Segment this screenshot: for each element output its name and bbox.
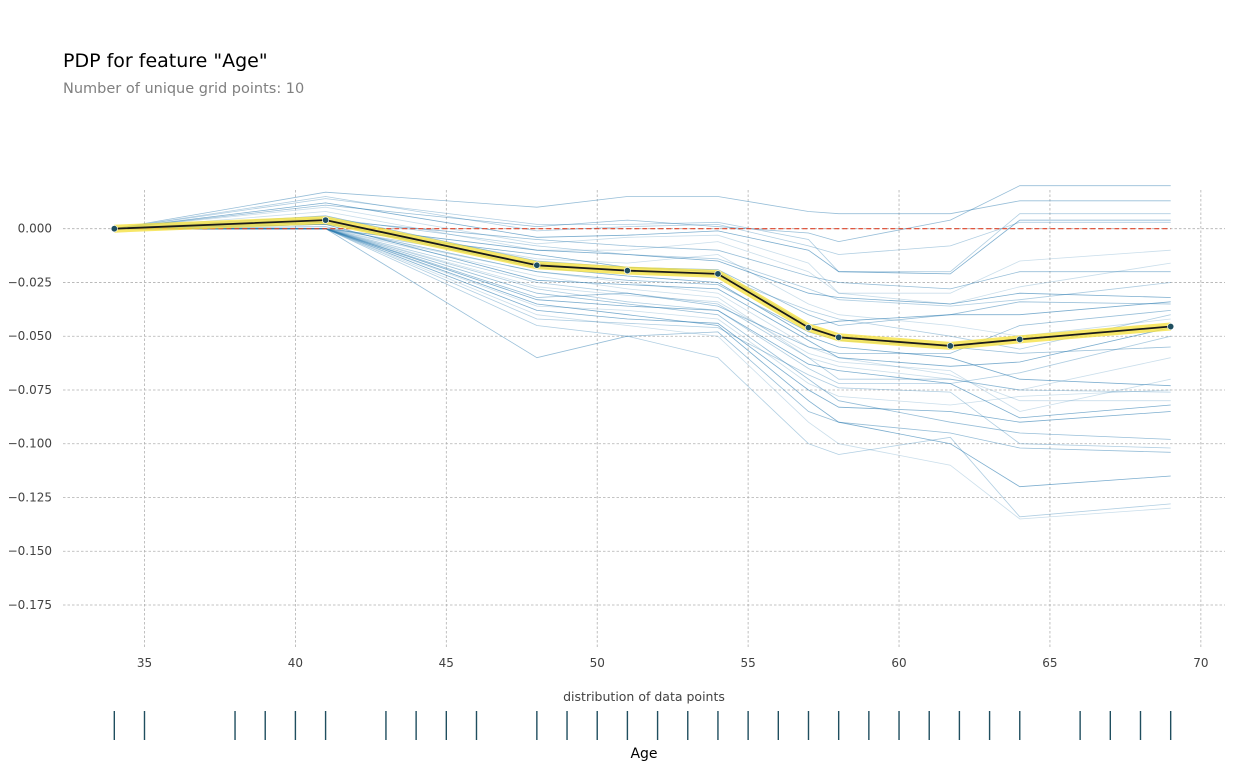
chart-title: PDP for feature "Age" [63, 50, 268, 72]
y-tick-label: −0.025 [8, 275, 52, 289]
ice-line [114, 215, 1171, 326]
ice-line [114, 219, 1171, 290]
x-tick-label: 70 [1193, 656, 1208, 670]
ice-line [114, 228, 1171, 520]
ice-line [114, 196, 1171, 255]
ice-line [114, 223, 1171, 367]
x-axis-label: Age [630, 746, 657, 762]
x-tick-label: 60 [891, 656, 906, 670]
ice-line [114, 228, 1171, 393]
x-tick-label: 65 [1042, 656, 1057, 670]
pdp-layer [110, 216, 1175, 350]
pdp-point [835, 333, 843, 341]
y-tick-label: −0.125 [8, 490, 52, 504]
y-axis-ticks: 0.000 −0.025 −0.050 −0.075 −0.100 −0.125 −0.15… [8, 222, 52, 612]
ice-line [114, 223, 1171, 305]
ice-line [114, 226, 1171, 354]
y-tick-label: −0.050 [8, 329, 52, 343]
pdp-point [804, 324, 812, 332]
y-tick-label: −0.075 [8, 383, 52, 397]
ice-line [114, 228, 1171, 402]
ice-line [114, 228, 1171, 412]
ice-line [114, 228, 1171, 449]
ice-line [114, 191, 1171, 230]
ice-line [114, 228, 1171, 440]
chart-subtitle: Number of unique grid points: 10 [63, 81, 305, 97]
ice-line [114, 228, 1171, 453]
x-axis-ticks: 35 40 45 50 55 60 65 70 [137, 656, 1209, 670]
distribution-ticks [113, 711, 1172, 740]
pdp-point [1167, 323, 1175, 331]
ice-line [114, 228, 1171, 391]
x-tick-label: 55 [740, 656, 755, 670]
ice-line [114, 228, 1171, 384]
ice-line [114, 202, 1171, 275]
ice-line [114, 217, 1171, 307]
y-tick-label: −0.175 [8, 598, 52, 612]
distribution-label: distribution of data points [563, 689, 725, 704]
x-tick-label: 50 [590, 656, 605, 670]
ice-lines [114, 185, 1171, 520]
ice-line [114, 185, 1171, 243]
x-tick-label: 40 [288, 656, 303, 670]
ice-line [114, 206, 1171, 305]
pdp-line [114, 219, 1171, 347]
y-tick-label: −0.150 [8, 544, 52, 558]
x-tick-label: 45 [439, 656, 454, 670]
y-tick-label: 0.000 [18, 222, 52, 236]
pdp-point [533, 261, 541, 269]
ice-line [114, 198, 1171, 273]
pdp-point [322, 216, 330, 224]
ice-line [114, 211, 1171, 294]
ice-line [114, 221, 1171, 337]
ice-line [114, 228, 1171, 488]
pdp-point [714, 270, 722, 278]
x-tick-label: 35 [137, 656, 152, 670]
y-tick-label: −0.100 [8, 437, 52, 451]
pdp-point [110, 225, 118, 233]
ice-line [114, 228, 1171, 423]
pdp-point [946, 342, 954, 350]
pdp-point [623, 267, 631, 275]
ice-line [114, 228, 1171, 419]
pdp-point [1016, 335, 1024, 343]
ice-line [114, 228, 1171, 518]
